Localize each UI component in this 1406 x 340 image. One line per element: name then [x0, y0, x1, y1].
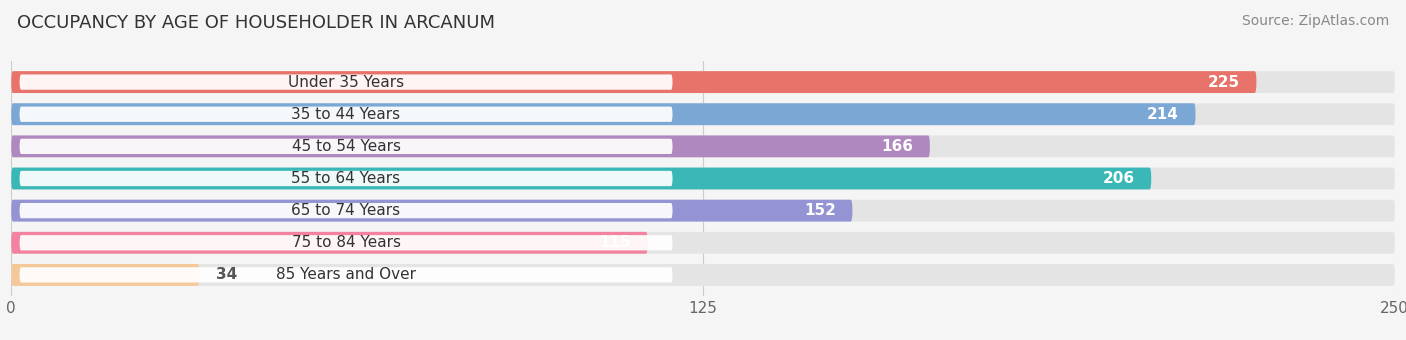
FancyBboxPatch shape: [11, 103, 1195, 125]
Text: 65 to 74 Years: 65 to 74 Years: [291, 203, 401, 218]
Text: 55 to 64 Years: 55 to 64 Years: [291, 171, 401, 186]
Text: 166: 166: [882, 139, 914, 154]
FancyBboxPatch shape: [20, 203, 672, 218]
Text: 115: 115: [599, 235, 631, 250]
FancyBboxPatch shape: [20, 171, 672, 186]
FancyBboxPatch shape: [20, 267, 672, 283]
Text: 214: 214: [1147, 107, 1178, 122]
Text: Under 35 Years: Under 35 Years: [288, 74, 404, 89]
FancyBboxPatch shape: [11, 168, 1395, 189]
FancyBboxPatch shape: [11, 200, 852, 222]
Text: 45 to 54 Years: 45 to 54 Years: [291, 139, 401, 154]
Text: OCCUPANCY BY AGE OF HOUSEHOLDER IN ARCANUM: OCCUPANCY BY AGE OF HOUSEHOLDER IN ARCAN…: [17, 14, 495, 32]
Text: 225: 225: [1208, 74, 1240, 89]
FancyBboxPatch shape: [11, 232, 648, 254]
Text: 35 to 44 Years: 35 to 44 Years: [291, 107, 401, 122]
FancyBboxPatch shape: [11, 264, 200, 286]
FancyBboxPatch shape: [20, 139, 672, 154]
Text: 152: 152: [804, 203, 835, 218]
FancyBboxPatch shape: [11, 135, 929, 157]
Text: 34: 34: [217, 268, 238, 283]
Text: 75 to 84 Years: 75 to 84 Years: [291, 235, 401, 250]
Text: 206: 206: [1102, 171, 1135, 186]
FancyBboxPatch shape: [11, 71, 1395, 93]
FancyBboxPatch shape: [11, 200, 1395, 222]
FancyBboxPatch shape: [20, 74, 672, 90]
FancyBboxPatch shape: [20, 235, 672, 251]
FancyBboxPatch shape: [11, 71, 1257, 93]
Text: Source: ZipAtlas.com: Source: ZipAtlas.com: [1241, 14, 1389, 28]
Text: 85 Years and Over: 85 Years and Over: [276, 268, 416, 283]
FancyBboxPatch shape: [11, 135, 1395, 157]
FancyBboxPatch shape: [11, 232, 1395, 254]
FancyBboxPatch shape: [11, 168, 1152, 189]
FancyBboxPatch shape: [11, 103, 1395, 125]
FancyBboxPatch shape: [11, 264, 1395, 286]
FancyBboxPatch shape: [20, 106, 672, 122]
